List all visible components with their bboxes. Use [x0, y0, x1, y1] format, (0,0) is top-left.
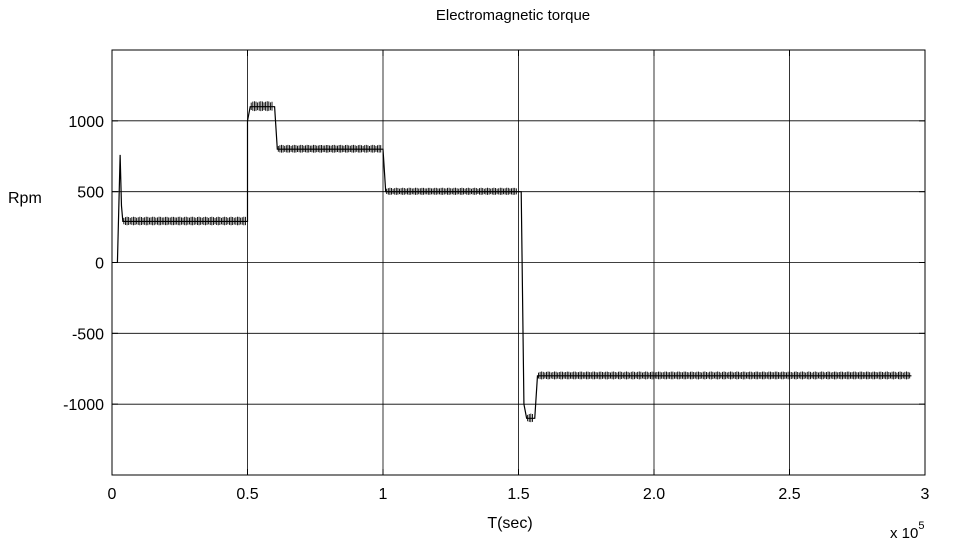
x-axis-ticks: 0 0.5 1 1.5 2.0 2.5 3 [108, 50, 930, 503]
x-tick-label: 1.5 [507, 486, 529, 503]
grid-lines [112, 50, 925, 475]
x-tick-label: 2.5 [778, 486, 800, 503]
x-axis-label: T(sec) [487, 515, 532, 532]
y-axis-label: Rpm [8, 190, 42, 207]
x-multiplier-base: x 10 [890, 525, 918, 542]
x-tick-label: 0.5 [236, 486, 258, 503]
series-ripple-band [123, 101, 911, 423]
y-axis-ticks: 1000 500 0 -500 -1000 [63, 114, 925, 414]
x-tick-label: 0 [108, 486, 117, 503]
y-tick-label: -1000 [63, 397, 104, 414]
x-tick-label: 3 [921, 486, 930, 503]
x-multiplier: x 105 [890, 520, 924, 542]
series-layer [116, 101, 912, 423]
x-tick-label: 2.0 [643, 486, 665, 503]
y-tick-label: 500 [77, 185, 104, 202]
x-multiplier-exponent: 5 [918, 520, 924, 532]
x-tick-label: 1 [379, 486, 388, 503]
y-tick-label: 0 [95, 256, 104, 273]
y-tick-label: -500 [72, 326, 104, 343]
chart-title: Electromagnetic torque [436, 7, 590, 24]
y-tick-label: 1000 [68, 114, 104, 131]
